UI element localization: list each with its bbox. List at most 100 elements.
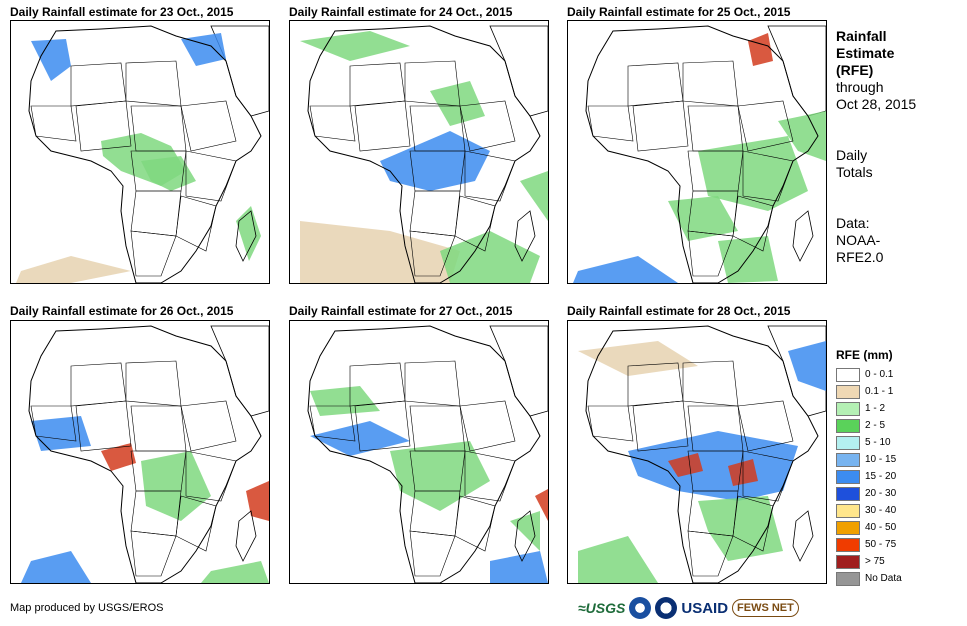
africa-outline bbox=[28, 325, 262, 583]
info-rfe: RFE2.0 bbox=[836, 249, 884, 265]
country-border bbox=[587, 105, 634, 142]
rainfall-area bbox=[578, 536, 658, 583]
rainfall-area bbox=[788, 341, 826, 391]
country-border bbox=[130, 230, 177, 277]
country-border bbox=[687, 230, 734, 277]
legend-swatch bbox=[836, 469, 860, 484]
madagascar-outline bbox=[235, 210, 257, 262]
country-border bbox=[175, 195, 217, 252]
rainfall-area bbox=[16, 256, 131, 283]
rainfall-area bbox=[668, 196, 738, 241]
africa-outline bbox=[28, 25, 262, 283]
logos: ≈USGS USAID FEWS NET bbox=[578, 595, 799, 621]
madagascar-outline bbox=[235, 510, 257, 562]
usaid-seal bbox=[655, 597, 678, 619]
country-border bbox=[125, 360, 182, 407]
rainfall-area bbox=[246, 481, 269, 521]
country-border bbox=[687, 530, 734, 577]
country-border bbox=[30, 105, 77, 142]
country-border bbox=[742, 450, 794, 502]
rainfall-area bbox=[310, 386, 380, 416]
legend-item: No Data bbox=[836, 570, 956, 587]
rainfall-area bbox=[21, 551, 91, 583]
country-border bbox=[30, 405, 77, 442]
legend-swatch bbox=[836, 401, 860, 416]
rainfall-area bbox=[698, 496, 783, 561]
rainfall-area bbox=[668, 453, 703, 477]
legend-label: No Data bbox=[865, 573, 902, 584]
country-border bbox=[70, 362, 127, 407]
legend-title: RFE (mm) bbox=[836, 348, 893, 362]
country-border bbox=[180, 100, 237, 152]
rainfall-map-panel-1 bbox=[10, 20, 270, 284]
legend-item: 20 - 30 bbox=[836, 485, 956, 502]
africa-outline bbox=[585, 25, 819, 283]
country-border bbox=[349, 62, 406, 107]
credit-text: Map produced by USGS/EROS bbox=[10, 602, 164, 614]
rainfall-area bbox=[573, 256, 678, 283]
legend-label: 0.1 - 1 bbox=[865, 386, 894, 397]
africa-map-6 bbox=[578, 325, 826, 583]
rainfall-area bbox=[31, 39, 71, 81]
country-border bbox=[687, 105, 744, 152]
usgs-logo: ≈USGS bbox=[578, 600, 626, 616]
country-border bbox=[180, 400, 237, 452]
africa-outline bbox=[585, 325, 819, 583]
panel-title-5: Daily Rainfall estimate for 27 Oct., 201… bbox=[289, 304, 513, 318]
country-border bbox=[354, 100, 411, 152]
legend-item: 15 - 20 bbox=[836, 468, 956, 485]
arabia-outline bbox=[489, 25, 548, 117]
rainfall-area bbox=[520, 171, 548, 221]
africa-map-4 bbox=[21, 325, 269, 583]
usaid-logo: USAID bbox=[681, 599, 729, 617]
legend-item: > 75 bbox=[836, 553, 956, 570]
country-border bbox=[185, 450, 237, 502]
legend-label: 2 - 5 bbox=[865, 420, 886, 431]
country-border bbox=[185, 150, 237, 202]
country-border bbox=[70, 62, 127, 107]
country-border bbox=[409, 230, 456, 277]
rainfall-area bbox=[101, 443, 136, 471]
country-border bbox=[464, 150, 516, 202]
rainfall-area bbox=[300, 221, 460, 283]
rainfall-area bbox=[440, 231, 540, 283]
legend-label: 5 - 10 bbox=[865, 437, 891, 448]
rainfall-area bbox=[718, 236, 778, 283]
panel-title-6: Daily Rainfall estimate for 28 Oct., 201… bbox=[567, 304, 791, 318]
legend-label: 50 - 75 bbox=[865, 539, 897, 550]
fews-net-logo: FEWS NET bbox=[732, 599, 799, 617]
panel-title-1: Daily Rainfall estimate for 23 Oct., 201… bbox=[10, 5, 234, 19]
legend-item: 0.1 - 1 bbox=[836, 383, 956, 400]
arabia-outline bbox=[489, 325, 548, 417]
rainfall-area bbox=[698, 136, 808, 211]
info-title-line2: Estimate bbox=[836, 45, 895, 61]
legend: RFE (mm) 0 - 0.1 0.1 - 1 1 - 2 2 - 5 5 - 10 1… bbox=[836, 348, 956, 587]
country-border bbox=[454, 495, 496, 552]
africa-map-3 bbox=[573, 25, 826, 283]
country-border bbox=[75, 100, 132, 152]
country-border bbox=[587, 405, 634, 442]
rainfall-map-panel-4 bbox=[10, 320, 270, 584]
madagascar-outline bbox=[792, 510, 814, 562]
arabia-outline bbox=[210, 325, 269, 417]
madagascar-outline bbox=[792, 210, 814, 262]
info-data: Data: bbox=[836, 215, 870, 231]
legend-swatch bbox=[836, 554, 860, 569]
country-border bbox=[459, 100, 516, 152]
legend-label: > 75 bbox=[865, 556, 885, 567]
country-border bbox=[742, 150, 794, 202]
legend-swatch bbox=[836, 503, 860, 518]
legend-label: 20 - 30 bbox=[865, 488, 897, 499]
africa-outline bbox=[307, 325, 541, 583]
country-border bbox=[732, 495, 774, 552]
legend-item: 0 - 0.1 bbox=[836, 366, 956, 383]
legend-item: 2 - 5 bbox=[836, 417, 956, 434]
legend-label: 30 - 40 bbox=[865, 505, 897, 516]
rainfall-area bbox=[510, 511, 540, 551]
info-date: Oct 28, 2015 bbox=[836, 96, 917, 112]
rainfall-map-panel-5 bbox=[289, 320, 549, 584]
legend-item: 50 - 75 bbox=[836, 536, 956, 553]
country-border bbox=[409, 190, 461, 237]
legend-item: 30 - 40 bbox=[836, 502, 956, 519]
legend-swatch bbox=[836, 418, 860, 433]
